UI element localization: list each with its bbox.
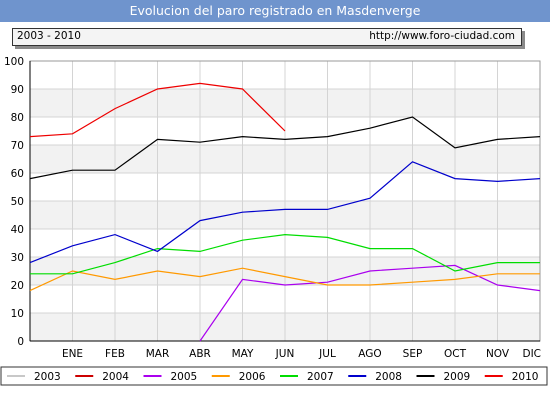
x-tick-label: SEP (403, 348, 423, 360)
y-tick-label: 30 (11, 252, 24, 264)
period-label: 2003 - 2010 (17, 30, 81, 42)
legend-label-2005: 2005 (171, 371, 198, 383)
legend-label-2004: 2004 (102, 371, 129, 383)
x-tick-label: JUN (275, 348, 295, 360)
legend-label-2009: 2009 (444, 371, 471, 383)
legend-label-2007: 2007 (307, 371, 334, 383)
y-tick-label: 10 (11, 308, 24, 320)
x-tick-label: DIC (522, 348, 541, 360)
y-tick-label: 0 (17, 336, 24, 348)
x-tick-label: JUL (318, 348, 336, 360)
x-tick-label: NOV (486, 348, 510, 360)
legend-box (0, 366, 548, 386)
series-line-2008 (29, 161, 541, 264)
x-tick-label: ABR (189, 348, 211, 360)
series-line-2009 (29, 116, 541, 180)
series-line-2007 (30, 233, 540, 275)
series-line-2006 (29, 267, 540, 292)
x-tick-label: FEB (105, 348, 125, 360)
legend-label-2003: 2003 (34, 371, 61, 383)
x-tick-label: OCT (444, 348, 467, 360)
y-tick-label: 50 (11, 196, 24, 208)
y-tick-label: 60 (11, 168, 24, 180)
info-bar: 2003 - 2010 http://www.foro-ciudad.com (12, 28, 522, 46)
source-url: http://www.foro-ciudad.com (369, 30, 515, 42)
y-tick-label: 70 (11, 140, 24, 152)
series-line-2010 (29, 82, 286, 138)
legend-label-2008: 2008 (375, 371, 402, 383)
x-tick-label: MAY (232, 348, 254, 360)
x-tick-label: AGO (358, 348, 381, 360)
x-tick-label: ENE (62, 348, 83, 360)
legend-label-2010: 2010 (512, 371, 539, 383)
x-tick-label: MAR (146, 348, 170, 360)
series-line-2005 (199, 264, 541, 342)
y-tick-label: 80 (11, 112, 24, 124)
y-tick-label: 90 (11, 84, 24, 96)
y-tick-label: 100 (4, 56, 24, 68)
chart-title: Evolucion del paro registrado en Masdenv… (0, 0, 550, 22)
legend-label-2006: 2006 (239, 371, 266, 383)
y-tick-label: 40 (11, 224, 24, 236)
y-tick-label: 20 (11, 280, 24, 292)
